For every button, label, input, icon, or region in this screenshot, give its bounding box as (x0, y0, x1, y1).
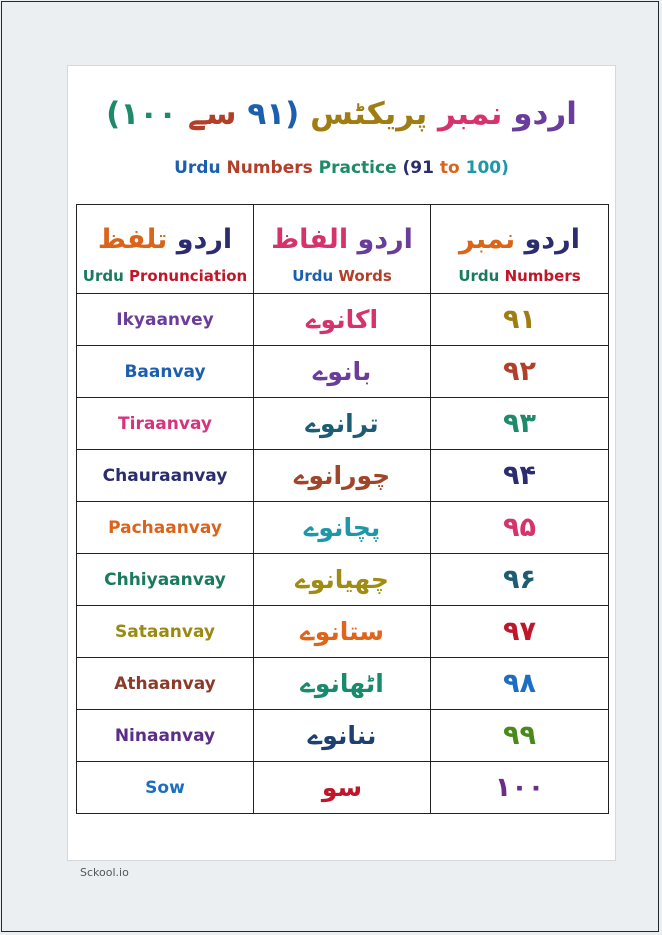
urdu-number-cell: ۹۴ (430, 449, 609, 502)
urdu-word-cell: بانوے (253, 345, 431, 398)
header-pronunciation-urdu: اردو تلفظ (97, 224, 233, 255)
header-numbers-urdu: اردو نمبر (459, 224, 580, 255)
header-numbers-english: Urdu Numbers (458, 267, 581, 285)
table-row: Tiraanvay ترانوے ۹۳ (76, 397, 609, 450)
header-words-urdu: اردو الفاظ (271, 224, 413, 255)
urdu-word-cell: اٹھانوے (253, 657, 431, 710)
pronunciation-cell: Athaanvay (76, 657, 254, 710)
pronunciation-cell: Pachaanvay (76, 501, 254, 554)
urdu-word-cell: ستانوے (253, 605, 431, 658)
urdu-title: اردو نمبر پریکٹس (۹۱ سے ۱۰۰) (106, 96, 577, 132)
urdu-word-cell: اکانوے (253, 293, 431, 346)
pronunciation-cell: Baanvay (76, 345, 254, 398)
urdu-number-cell: ۹۳ (430, 397, 609, 450)
table-row: Sow سو ۱۰۰ (76, 761, 609, 814)
urdu-word-cell: ننانوے (253, 709, 431, 762)
table-row: Ninaanvay ننانوے ۹۹ (76, 709, 609, 762)
credit-text: Sckool.io (80, 866, 129, 879)
english-title: Urdu Numbers Practice (91 to 100) (174, 158, 509, 178)
urdu-number-cell: ۹۱ (430, 293, 609, 346)
urdu-number-cell: ۱۰۰ (430, 761, 609, 814)
urdu-number-cell: ۹۷ (430, 605, 609, 658)
urdu-word-cell: چھیانوے (253, 553, 431, 606)
table-header-row: اردو تلفظ Urdu Pronunciation اردو الفاظ … (76, 204, 609, 294)
pronunciation-cell: Chhiyaanvay (76, 553, 254, 606)
pronunciation-cell: Tiraanvay (76, 397, 254, 450)
pronunciation-cell: Sataanvay (76, 605, 254, 658)
urdu-number-cell: ۹۹ (430, 709, 609, 762)
table-row: Chauraanvay چورانوے ۹۴ (76, 449, 609, 502)
header-numbers: اردو نمبر Urdu Numbers (430, 204, 609, 294)
urdu-number-cell: ۹۶ (430, 553, 609, 606)
urdu-number-cell: ۹۸ (430, 657, 609, 710)
urdu-number-cell: ۹۵ (430, 501, 609, 554)
header-pronunciation: اردو تلفظ Urdu Pronunciation (76, 204, 254, 294)
table-row: Athaanvay اٹھانوے ۹۸ (76, 657, 609, 710)
urdu-word-cell: ترانوے (253, 397, 431, 450)
table-row: Baanvay بانوے ۹۲ (76, 345, 609, 398)
table-row: Pachaanvay پچانوے ۹۵ (76, 501, 609, 554)
header-words: اردو الفاظ Urdu Words (253, 204, 431, 294)
numbers-table: اردو تلفظ Urdu Pronunciation اردو الفاظ … (76, 204, 609, 814)
urdu-number-cell: ۹۲ (430, 345, 609, 398)
pronunciation-cell: Ninaanvay (76, 709, 254, 762)
table-row: Ikyaanvey اکانوے ۹۱ (76, 293, 609, 346)
pronunciation-cell: Chauraanvay (76, 449, 254, 502)
header-pronunciation-english: Urdu Pronunciation (82, 267, 248, 285)
urdu-word-cell: پچانوے (253, 501, 431, 554)
pronunciation-cell: Ikyaanvey (76, 293, 254, 346)
pronunciation-cell: Sow (76, 761, 254, 814)
urdu-word-cell: سو (253, 761, 431, 814)
table-row: Sataanvay ستانوے ۹۷ (76, 605, 609, 658)
table-body: Ikyaanvey اکانوے ۹۱ Baanvay بانوے ۹۲ Tiraanvay… (76, 293, 609, 814)
table-row: Chhiyaanvay چھیانوے ۹۶ (76, 553, 609, 606)
urdu-word-cell: چورانوے (253, 449, 431, 502)
worksheet: اردو نمبر پریکٹس (۹۱ سے ۱۰۰) Urdu Number… (67, 65, 616, 861)
header-words-english: Urdu Words (292, 267, 392, 285)
